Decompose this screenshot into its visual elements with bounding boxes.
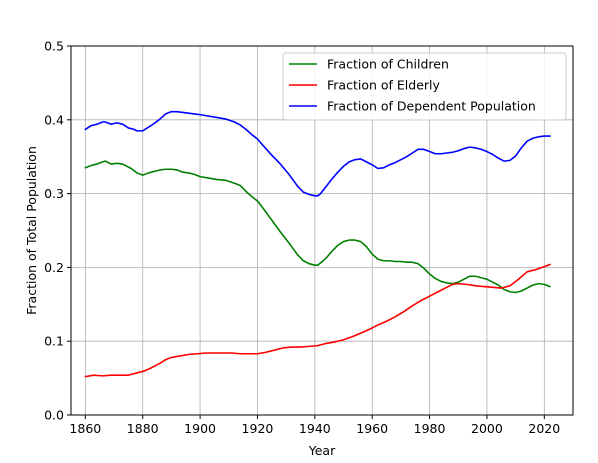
y-tick-label: 0.1 [44, 334, 64, 349]
y-tick-label: 0.5 [44, 39, 64, 54]
y-tick-label: 0.3 [44, 186, 64, 201]
x-tick-label: 2020 [528, 421, 560, 436]
x-tick-label: 1900 [184, 421, 216, 436]
legend-box [282, 52, 567, 121]
x-axis-title: Year [308, 443, 336, 458]
legend-label-1: Fraction of Children [327, 57, 449, 72]
x-tick-label: 1980 [414, 421, 446, 436]
series-lines [84, 110, 551, 378]
y-axis-title: Fraction of Total Population [24, 146, 39, 315]
legend-label-2: Fraction of Elderly [327, 78, 440, 93]
legend-label-3: Fraction of Dependent Population [327, 99, 536, 114]
x-tick-label: 1940 [299, 421, 331, 436]
x-tick-label: 1960 [356, 421, 388, 436]
series-line-3 [84, 110, 551, 197]
x-tick-label: 2000 [471, 421, 503, 436]
y-axis-ticks: 0.0 0.1 0.2 0.3 0.4 0.5 [44, 39, 71, 423]
y-tick-label: 0.0 [44, 408, 64, 423]
plot-frame [70, 45, 574, 416]
x-tick-label: 1880 [127, 421, 159, 436]
series-line-1 [84, 160, 551, 294]
series-line-2 [84, 263, 551, 378]
x-axis-ticks: 1860 1880 1900 1920 1940 1960 1980 2000 2020 [69, 415, 560, 436]
x-tick-label: 1920 [242, 421, 274, 436]
y-tick-label: 0.4 [44, 112, 64, 127]
legend: Fraction of Children Fraction of Elderly F… [282, 52, 567, 121]
x-tick-label: 1860 [69, 421, 101, 436]
y-tick-label: 0.2 [44, 260, 64, 275]
